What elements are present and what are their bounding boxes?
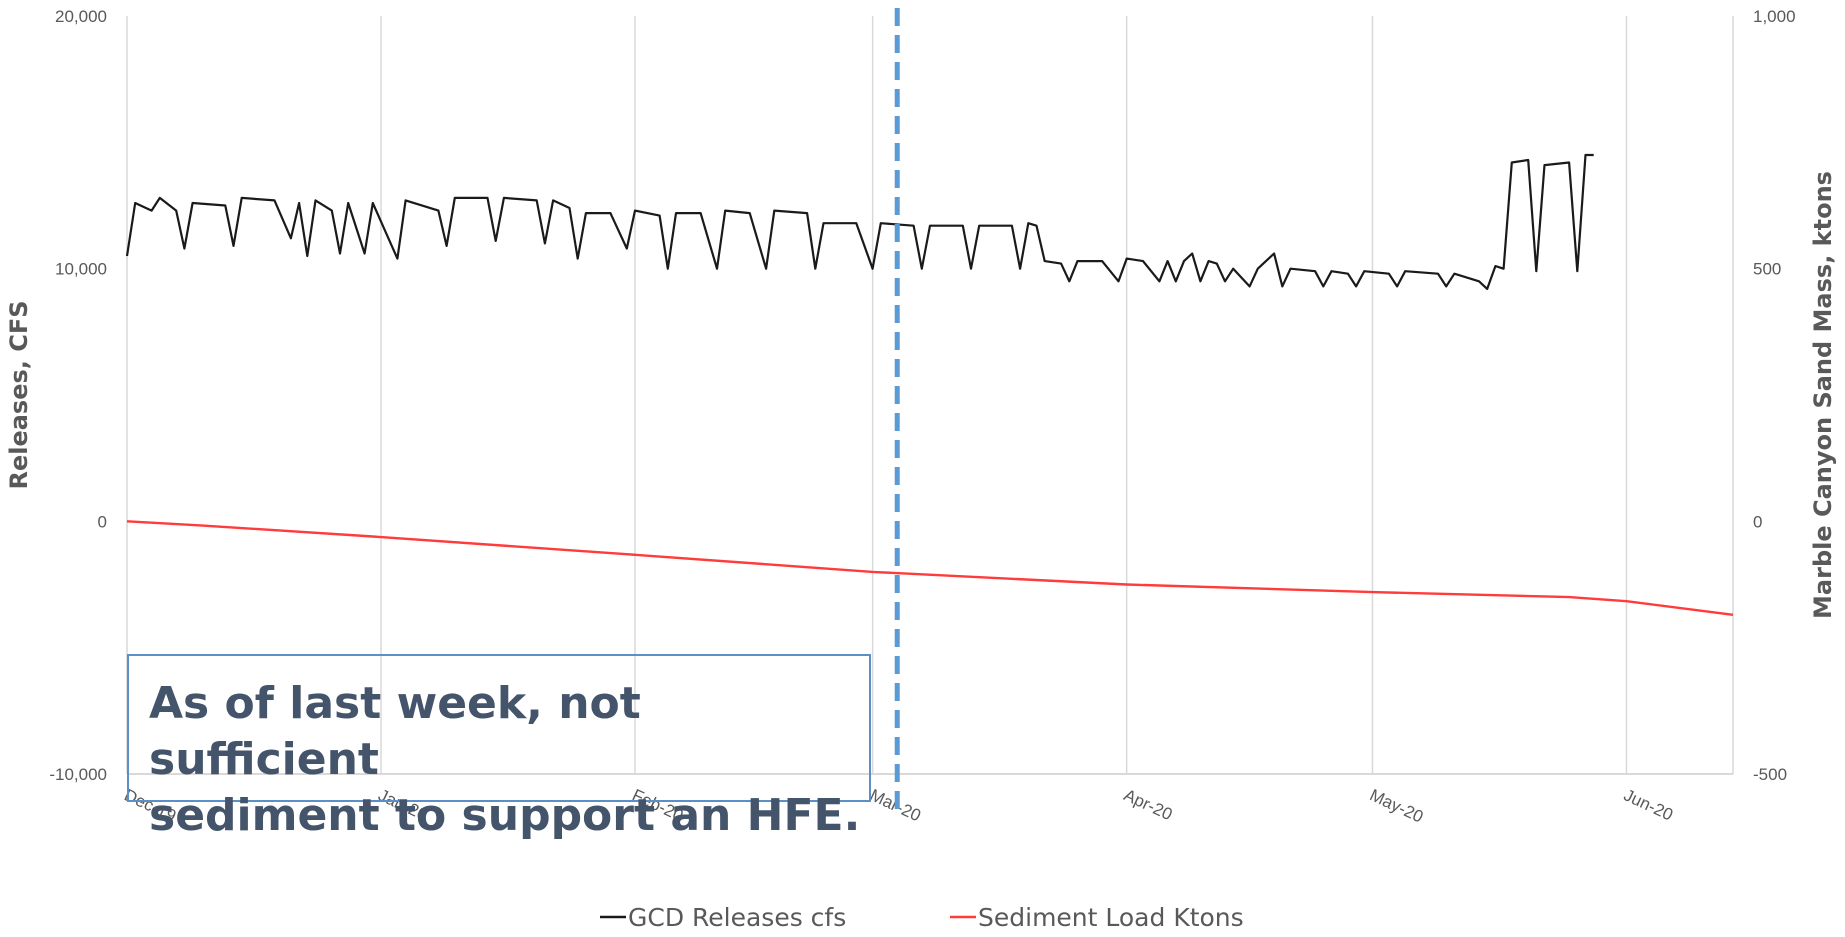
legend: GCD Releases cfs Sediment Load Ktons	[600, 903, 1244, 932]
y-axis-right-title: Marble Canyon Sand Mass, ktons	[1809, 171, 1837, 619]
y-right-tick-label: -500	[1753, 765, 1787, 784]
y-right-tick-label: 1,000	[1753, 7, 1796, 26]
y-left-tick-label: 10,000	[55, 260, 107, 279]
y-left-tick-label: 20,000	[55, 7, 107, 26]
series-line-sediment-load-ktons	[126, 520, 1734, 616]
x-tick-label: Jun-20	[1621, 785, 1676, 824]
y-axis-left-title: Releases, CFS	[5, 300, 33, 489]
y-left-tick-label: -10,000	[49, 765, 107, 784]
series-layer	[125, 153, 1734, 616]
y-right-tick-label: 500	[1753, 260, 1781, 279]
gridlines	[126, 16, 1734, 774]
y-axis-right-ticks: 1,000 500 0 -500	[1753, 7, 1796, 784]
annotation-box: As of last week, not sufficient sediment…	[127, 654, 871, 841]
x-tick-label: Apr-20	[1121, 785, 1175, 824]
series-line-gcd-releases-cfs	[125, 153, 1594, 290]
legend-label: Sediment Load Ktons	[978, 903, 1244, 932]
annotation-text: As of last week, not sufficient sediment…	[149, 678, 861, 841]
y-left-tick-label: 0	[98, 512, 107, 531]
y-right-tick-label: 0	[1753, 512, 1762, 531]
y-axis-left-ticks: 20,000 10,000 0 -10,000	[49, 7, 107, 784]
x-tick-label: May-20	[1367, 785, 1426, 826]
legend-label: GCD Releases cfs	[628, 903, 846, 932]
